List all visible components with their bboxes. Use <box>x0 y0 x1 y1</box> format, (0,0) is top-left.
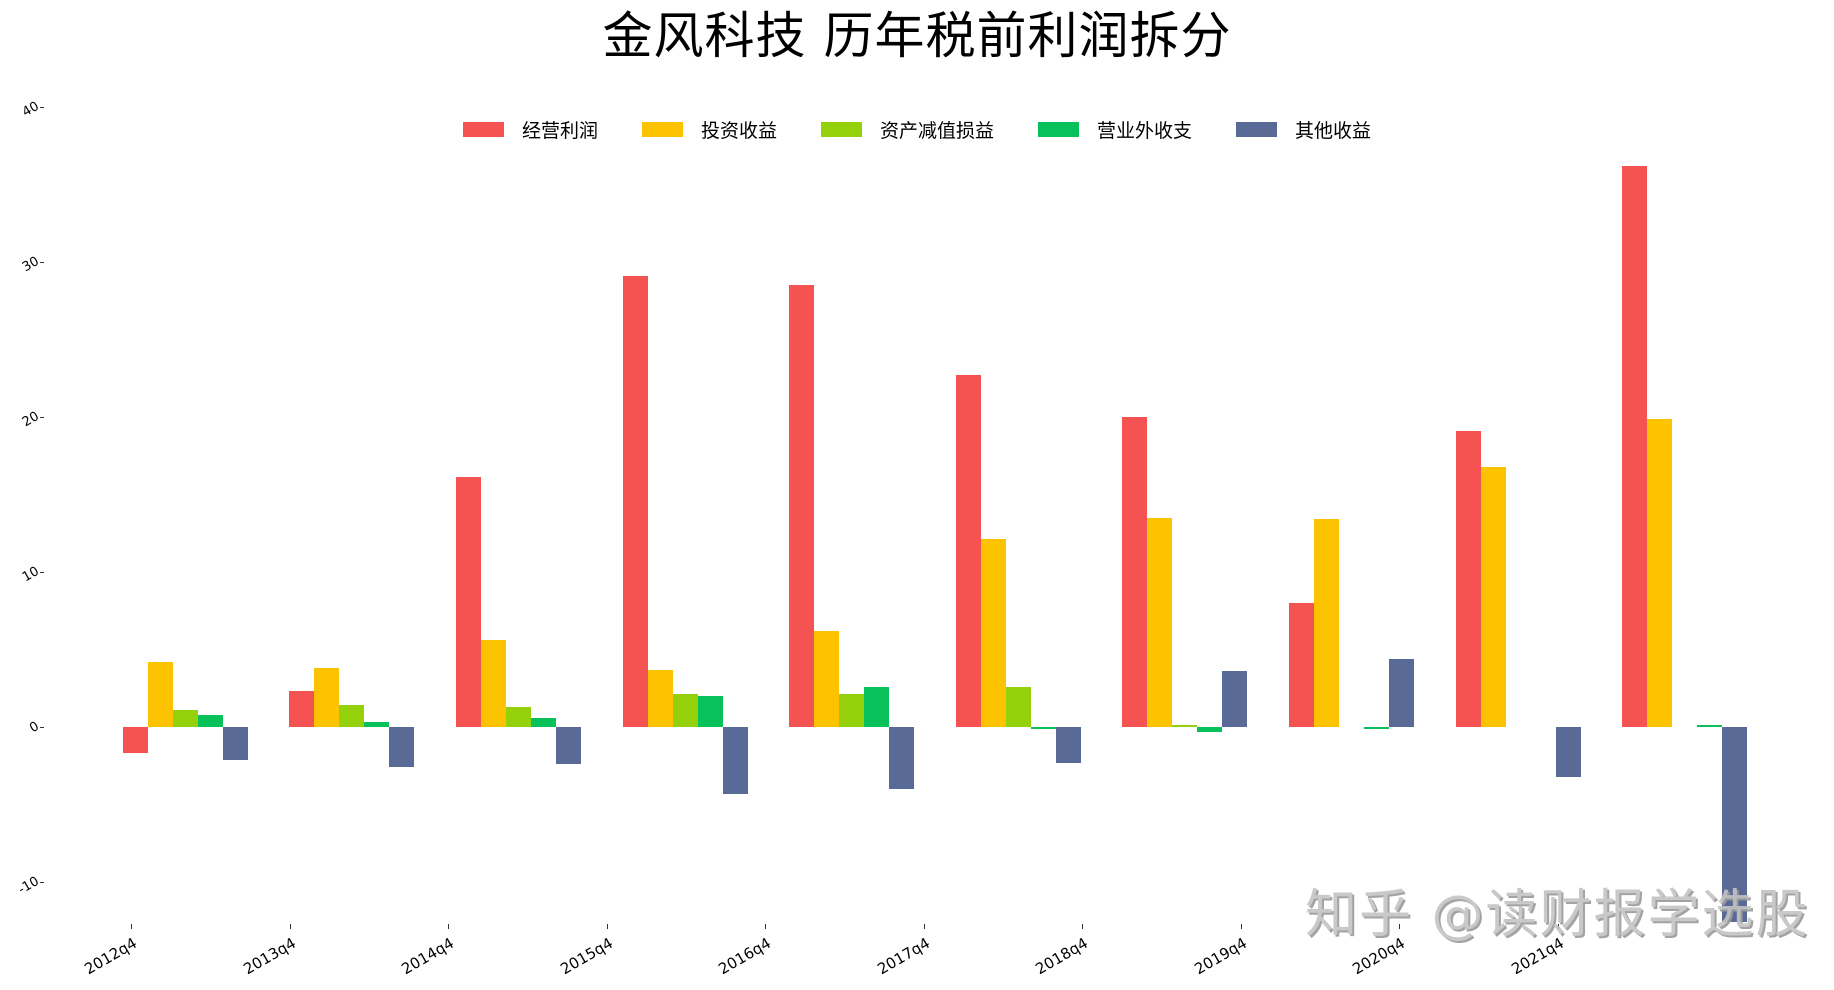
bar <box>839 694 865 727</box>
x-tick-mark <box>1558 924 1559 929</box>
legend-item: 其他收益 <box>1236 116 1371 143</box>
y-tick-label: 40 <box>19 99 42 121</box>
x-tick-mark <box>448 924 450 929</box>
x-tick-mark <box>1240 924 1242 929</box>
x-tick-mark <box>289 924 291 929</box>
x-tick-label: 2014q4 <box>398 934 458 979</box>
legend-item: 投资收益 <box>641 116 777 143</box>
bar <box>672 694 698 727</box>
x-tick-label: 2019q4 <box>1191 934 1250 979</box>
legend-item: 经营利润 <box>462 116 598 143</box>
bar <box>455 477 481 727</box>
bar <box>622 275 648 727</box>
bar <box>1722 727 1748 923</box>
legend-label: 投资收益 <box>700 120 777 142</box>
bar <box>1363 727 1389 729</box>
bar <box>1647 418 1673 727</box>
legend-item: 资产减值损益 <box>820 116 994 143</box>
legend: 经营利润 投资收益 资产减值损益 营业外收支 其他收益 <box>0 116 1834 143</box>
x-tick-label: 2016q4 <box>715 934 775 979</box>
bar <box>1288 603 1314 727</box>
bar <box>1480 466 1506 727</box>
bar <box>722 727 748 794</box>
legend-item: 营业外收支 <box>1038 116 1192 143</box>
legend-label: 资产减值损益 <box>879 120 994 142</box>
x-tick-label: 2017q4 <box>874 934 933 979</box>
x-tick-mark <box>765 924 767 929</box>
bar <box>289 691 315 727</box>
y-tick-mark <box>40 107 44 108</box>
bar <box>505 706 531 727</box>
bar <box>222 727 248 760</box>
legend-swatch <box>641 122 683 137</box>
x-tick-label: 2012q4 <box>81 934 140 979</box>
y-tick-mark <box>40 572 44 573</box>
bar <box>1005 686 1031 727</box>
x-tick-label: 2018q4 <box>1032 934 1092 979</box>
y-tick-label: 0 <box>27 719 42 737</box>
bar <box>814 630 840 727</box>
x-tick-mark <box>606 924 608 929</box>
bar <box>1055 727 1081 763</box>
bar <box>480 640 506 727</box>
bar <box>1197 727 1223 732</box>
bar <box>389 727 415 768</box>
bar <box>1122 417 1148 727</box>
legend-label: 经营利润 <box>521 120 598 142</box>
bar <box>1147 517 1173 727</box>
legend-label: 其他收益 <box>1295 120 1372 142</box>
legend-swatch <box>1038 122 1079 137</box>
bar <box>555 727 581 765</box>
legend-swatch <box>820 122 862 137</box>
bar <box>1313 519 1339 727</box>
chart-title: 金风科技 历年税前利润拆分 <box>602 7 1232 65</box>
bar <box>1455 430 1481 727</box>
bar <box>122 727 148 754</box>
bar <box>955 375 981 727</box>
bar <box>789 285 815 727</box>
x-tick-label: 2015q4 <box>557 934 616 979</box>
y-tick-label: 10 <box>19 564 42 586</box>
bar <box>314 668 340 727</box>
y-tick-mark <box>40 882 44 883</box>
legend-swatch <box>1236 122 1278 137</box>
bar <box>339 705 365 727</box>
bar <box>889 727 915 789</box>
y-tick-label: 30 <box>19 254 42 276</box>
bar <box>697 696 723 727</box>
bar <box>864 686 890 727</box>
bar <box>1172 725 1198 727</box>
x-tick-mark <box>131 924 132 929</box>
bar <box>1697 725 1723 727</box>
legend-label: 营业外收支 <box>1097 120 1193 142</box>
bar <box>147 661 173 727</box>
y-tick-mark <box>40 727 44 728</box>
bar <box>172 709 198 727</box>
y-tick-mark <box>40 417 44 418</box>
x-tick-label: 2013q4 <box>239 934 299 979</box>
bar <box>1622 165 1648 727</box>
x-tick-mark <box>923 924 925 929</box>
bar <box>1222 671 1248 727</box>
bar <box>1388 658 1414 727</box>
legend-swatch <box>462 122 504 137</box>
bar <box>1030 727 1056 729</box>
y-tick-label: 20 <box>19 409 42 431</box>
watermark: 知乎 @读财报学选股 <box>1305 885 1810 945</box>
y-tick-mark <box>40 262 44 263</box>
x-tick-mark <box>1399 924 1401 929</box>
bar <box>647 669 673 727</box>
bar <box>197 714 223 727</box>
bar <box>364 722 390 727</box>
bar <box>1555 727 1581 777</box>
y-tick-label: -10 <box>15 874 42 898</box>
bar <box>980 539 1006 727</box>
x-tick-mark <box>1082 924 1084 929</box>
bar <box>530 717 556 727</box>
